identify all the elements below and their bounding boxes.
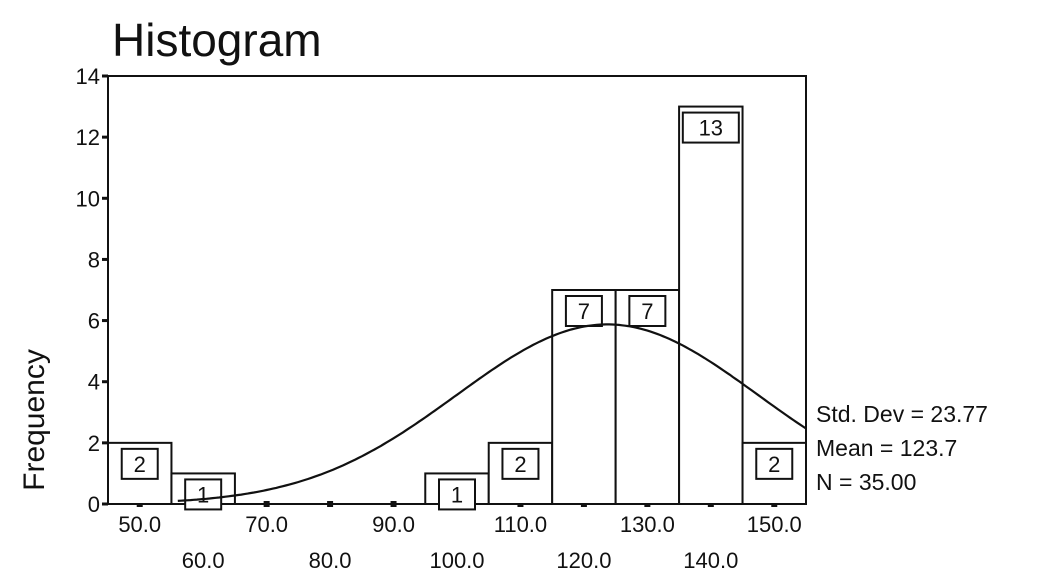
stat-line: Mean = 123.7: [816, 435, 957, 461]
y-tick-label: 6: [88, 309, 100, 334]
y-tick-label: 0: [88, 492, 100, 517]
bar-count-box: [628, 295, 667, 327]
bar-count-label: 7: [641, 299, 653, 324]
x-tick-mark: [263, 501, 270, 507]
bar-count-box: [184, 478, 223, 511]
bar-count-label: 2: [134, 452, 146, 477]
x-tick-label: 80.0: [309, 548, 352, 573]
bar-count-box: [501, 447, 540, 480]
stats-box: Std. Dev = 23.77 Mean = 123.7 N = 35.00: [816, 401, 988, 495]
x-tick-label: 90.0: [372, 512, 415, 537]
bar-count-box: [564, 295, 603, 327]
x-tick-label: 70.0: [245, 512, 288, 537]
bar-count-label: 7: [578, 299, 590, 324]
y-axis-label: Frequency: [18, 349, 51, 491]
histogram-bar: [678, 105, 744, 505]
x-tick-label: 150.0: [747, 512, 802, 537]
y-tick-label: 12: [76, 125, 100, 150]
x-tick-label: 60.0: [182, 548, 225, 573]
chart-title: Histogram: [112, 14, 322, 66]
bar-count-label: 13: [699, 116, 723, 141]
y-tick-label: 10: [76, 186, 100, 211]
x-tick-label: 140.0: [683, 548, 738, 573]
y-tick-label: 8: [88, 247, 100, 272]
x-tick-label: 50.0: [118, 512, 161, 537]
x-tick-mark: [390, 501, 397, 507]
bar-count-label: 1: [451, 482, 463, 507]
bar-count-label: 2: [768, 452, 780, 477]
stat-line: N = 35.00: [816, 469, 916, 495]
bar-count-box: [755, 447, 794, 480]
x-tick-label: 130.0: [620, 512, 675, 537]
bar-count-label: 2: [514, 452, 526, 477]
x-tick-label: 120.0: [556, 548, 611, 573]
normal-curve: [177, 323, 807, 502]
bar-count-label: 1: [197, 482, 209, 507]
stat-line: Std. Dev = 23.77: [816, 401, 988, 427]
histogram-bars: 2 1 1 2 7 7 13 2: [107, 105, 808, 511]
y-tick-label: 4: [88, 370, 100, 395]
bar-count-box: [438, 478, 476, 511]
x-tick-mark: [327, 501, 334, 507]
y-tick-label: 2: [88, 431, 100, 456]
bar-count-box: [681, 111, 740, 144]
x-axis-ticks: 50.0 60.0 70.0 80.0 90.0 100.0 110.0 120.0 130.0…: [118, 501, 802, 573]
bar-count-box: [120, 447, 159, 480]
x-tick-label: 110.0: [494, 512, 547, 537]
y-tick-label: 14: [76, 64, 100, 89]
y-axis-ticks: 0 2 4 6 8 10 12 14: [76, 64, 108, 517]
x-tick-label: 100.0: [429, 548, 484, 573]
